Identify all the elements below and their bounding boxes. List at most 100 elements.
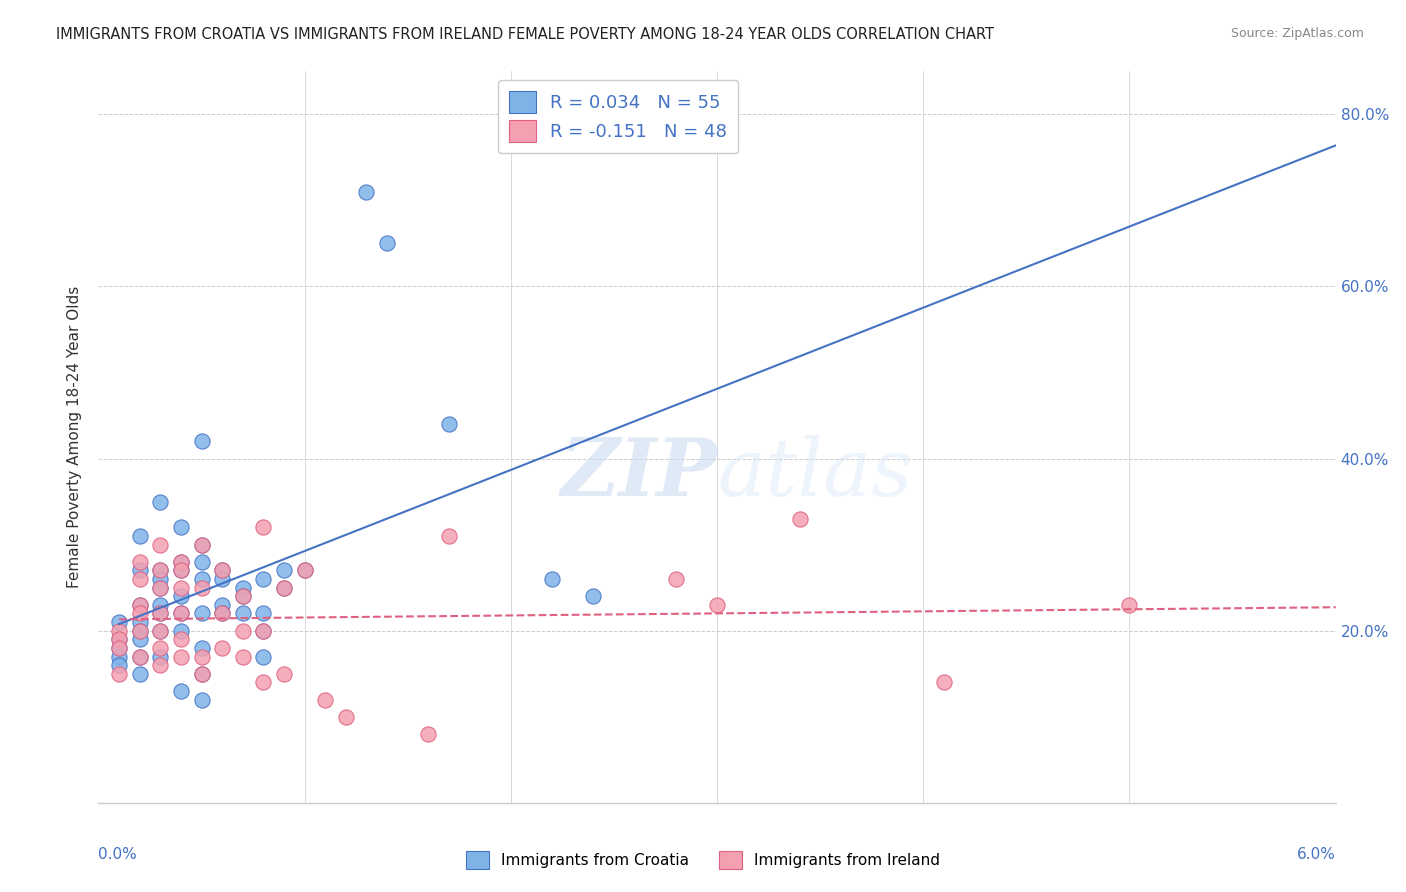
Point bbox=[149, 598, 172, 612]
Point bbox=[252, 675, 274, 690]
Point bbox=[211, 564, 233, 578]
Point bbox=[170, 624, 193, 638]
Point bbox=[273, 581, 295, 595]
Point bbox=[128, 649, 150, 664]
Text: atlas: atlas bbox=[717, 435, 912, 512]
Point bbox=[149, 581, 172, 595]
Point bbox=[128, 564, 150, 578]
Point bbox=[932, 675, 955, 690]
Point bbox=[170, 564, 193, 578]
Point bbox=[128, 624, 150, 638]
Point bbox=[190, 640, 212, 655]
Point bbox=[232, 624, 254, 638]
Point bbox=[149, 624, 172, 638]
Point bbox=[1118, 598, 1140, 612]
Point bbox=[128, 666, 150, 681]
Point bbox=[128, 607, 150, 621]
Point bbox=[789, 512, 811, 526]
Point bbox=[541, 572, 564, 586]
Point bbox=[190, 434, 212, 449]
Legend: R = 0.034   N = 55, R = -0.151   N = 48: R = 0.034 N = 55, R = -0.151 N = 48 bbox=[498, 80, 738, 153]
Point bbox=[108, 632, 131, 647]
Point bbox=[437, 417, 460, 432]
Point bbox=[128, 632, 150, 647]
Point bbox=[128, 649, 150, 664]
Point bbox=[252, 624, 274, 638]
Text: ZIP: ZIP bbox=[560, 435, 717, 512]
Legend: Immigrants from Croatia, Immigrants from Ireland: Immigrants from Croatia, Immigrants from… bbox=[460, 845, 946, 875]
Point bbox=[149, 494, 172, 508]
Point bbox=[211, 564, 233, 578]
Point bbox=[190, 572, 212, 586]
Point bbox=[149, 607, 172, 621]
Point bbox=[252, 607, 274, 621]
Point bbox=[149, 538, 172, 552]
Point bbox=[706, 598, 728, 612]
Point bbox=[149, 607, 172, 621]
Point bbox=[108, 624, 131, 638]
Text: 0.0%: 0.0% bbox=[98, 847, 138, 862]
Point bbox=[211, 640, 233, 655]
Point bbox=[437, 529, 460, 543]
Point bbox=[170, 684, 193, 698]
Point bbox=[211, 572, 233, 586]
Point bbox=[232, 589, 254, 603]
Point bbox=[149, 564, 172, 578]
Point bbox=[252, 572, 274, 586]
Point bbox=[128, 624, 150, 638]
Point bbox=[128, 529, 150, 543]
Point bbox=[375, 236, 398, 251]
Text: Source: ZipAtlas.com: Source: ZipAtlas.com bbox=[1230, 27, 1364, 40]
Point bbox=[211, 607, 233, 621]
Point bbox=[356, 185, 378, 199]
Point bbox=[190, 666, 212, 681]
Point bbox=[190, 666, 212, 681]
Point bbox=[211, 598, 233, 612]
Point bbox=[190, 607, 212, 621]
Point bbox=[149, 658, 172, 673]
Point bbox=[108, 632, 131, 647]
Point bbox=[190, 555, 212, 569]
Point bbox=[170, 520, 193, 534]
Point bbox=[232, 607, 254, 621]
Point bbox=[190, 692, 212, 706]
Point bbox=[232, 589, 254, 603]
Point bbox=[190, 538, 212, 552]
Point bbox=[128, 572, 150, 586]
Point bbox=[149, 581, 172, 595]
Point bbox=[170, 607, 193, 621]
Text: 6.0%: 6.0% bbox=[1296, 847, 1336, 862]
Point bbox=[335, 710, 357, 724]
Point bbox=[294, 564, 316, 578]
Point bbox=[273, 581, 295, 595]
Point bbox=[108, 658, 131, 673]
Point bbox=[294, 564, 316, 578]
Point bbox=[190, 538, 212, 552]
Point bbox=[170, 607, 193, 621]
Point bbox=[170, 649, 193, 664]
Point bbox=[252, 520, 274, 534]
Point bbox=[190, 581, 212, 595]
Point bbox=[211, 607, 233, 621]
Point bbox=[232, 649, 254, 664]
Point bbox=[149, 649, 172, 664]
Point bbox=[108, 666, 131, 681]
Y-axis label: Female Poverty Among 18-24 Year Olds: Female Poverty Among 18-24 Year Olds bbox=[67, 286, 83, 588]
Point bbox=[314, 692, 336, 706]
Point bbox=[108, 640, 131, 655]
Point bbox=[665, 572, 688, 586]
Point bbox=[232, 581, 254, 595]
Point bbox=[170, 555, 193, 569]
Point bbox=[108, 640, 131, 655]
Point bbox=[149, 640, 172, 655]
Point bbox=[149, 564, 172, 578]
Point bbox=[108, 649, 131, 664]
Point bbox=[418, 727, 440, 741]
Point bbox=[190, 649, 212, 664]
Point bbox=[108, 615, 131, 629]
Point bbox=[273, 564, 295, 578]
Point bbox=[170, 581, 193, 595]
Point bbox=[128, 615, 150, 629]
Point bbox=[170, 564, 193, 578]
Point bbox=[252, 649, 274, 664]
